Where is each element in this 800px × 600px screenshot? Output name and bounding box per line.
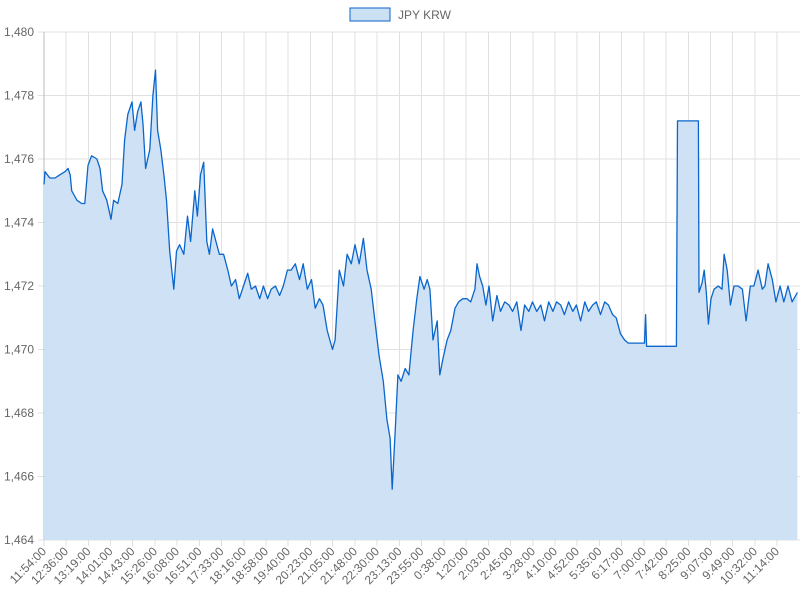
series-area [43,69,798,540]
y-tick-label: 1,472 [4,279,34,293]
y-tick-label: 1,474 [4,216,34,230]
y-tick-label: 1,466 [4,470,34,484]
series-line [43,69,798,490]
legend-label[interactable]: JPY KRW [398,8,452,22]
legend[interactable]: JPY KRW [349,7,452,22]
y-tick-label: 1,464 [4,533,34,547]
area-fill [44,70,798,540]
y-tick-label: 1,478 [4,89,34,103]
y-tick-label: 1,476 [4,152,34,166]
x-axis: 11:54:0012:36:0013:19:0014:01:0014:43:00… [7,544,782,587]
y-tick-label: 1,480 [4,25,34,39]
legend-swatch[interactable] [349,7,391,22]
y-axis: 1,464 1,466 1,468 1,470 1,472 1,474 1,476 1,478… [4,25,34,547]
y-tick-label: 1,468 [4,406,34,420]
y-tick-label: 1,470 [4,343,34,357]
